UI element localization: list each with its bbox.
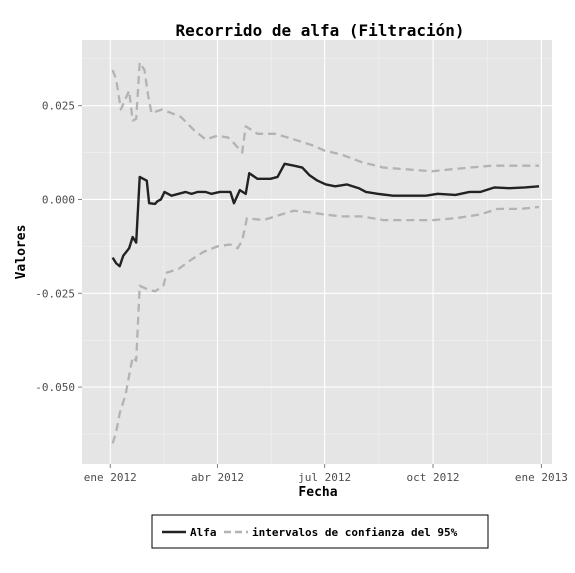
panel-background xyxy=(82,40,552,464)
x-tick-label: abr 2012 xyxy=(191,471,244,484)
y-tick-label: -0.025 xyxy=(35,287,75,300)
plot-panel xyxy=(82,40,552,464)
y-tick-label: -0.050 xyxy=(35,381,75,394)
legend-label-ci: intervalos de confianza del 95% xyxy=(252,526,458,539)
x-tick-label: ene 2012 xyxy=(84,471,137,484)
major-gridlines xyxy=(82,40,552,464)
x-axis: ene 2012 abr 2012 jul 2012 oct 2012 ene 2013 xyxy=(84,464,568,484)
y-axis-title: Valores xyxy=(14,225,29,280)
legend-box xyxy=(151,514,489,549)
series-line-alfa xyxy=(111,162,540,268)
series-line-ci-lower xyxy=(111,205,540,444)
series-layer xyxy=(111,61,540,444)
legend-label-alfa: Alfa xyxy=(190,526,217,539)
x-tick-label: oct 2012 xyxy=(407,471,460,484)
chart-title: Recorrido de alfa (Filtración) xyxy=(176,21,465,40)
x-tick-label: ene 2013 xyxy=(515,471,568,484)
x-tick-label: jul 2012 xyxy=(298,471,351,484)
x-axis-title: Fecha xyxy=(298,485,337,500)
y-tick-label: 0.000 xyxy=(42,193,75,206)
legend: Alfa intervalos de confianza del 95% xyxy=(151,514,489,549)
minor-gridlines xyxy=(82,40,552,464)
y-axis: 0.025 0.000 -0.025 -0.050 xyxy=(35,100,82,394)
series-line-ci-upper xyxy=(111,61,540,173)
y-tick-label: 0.025 xyxy=(42,100,75,113)
